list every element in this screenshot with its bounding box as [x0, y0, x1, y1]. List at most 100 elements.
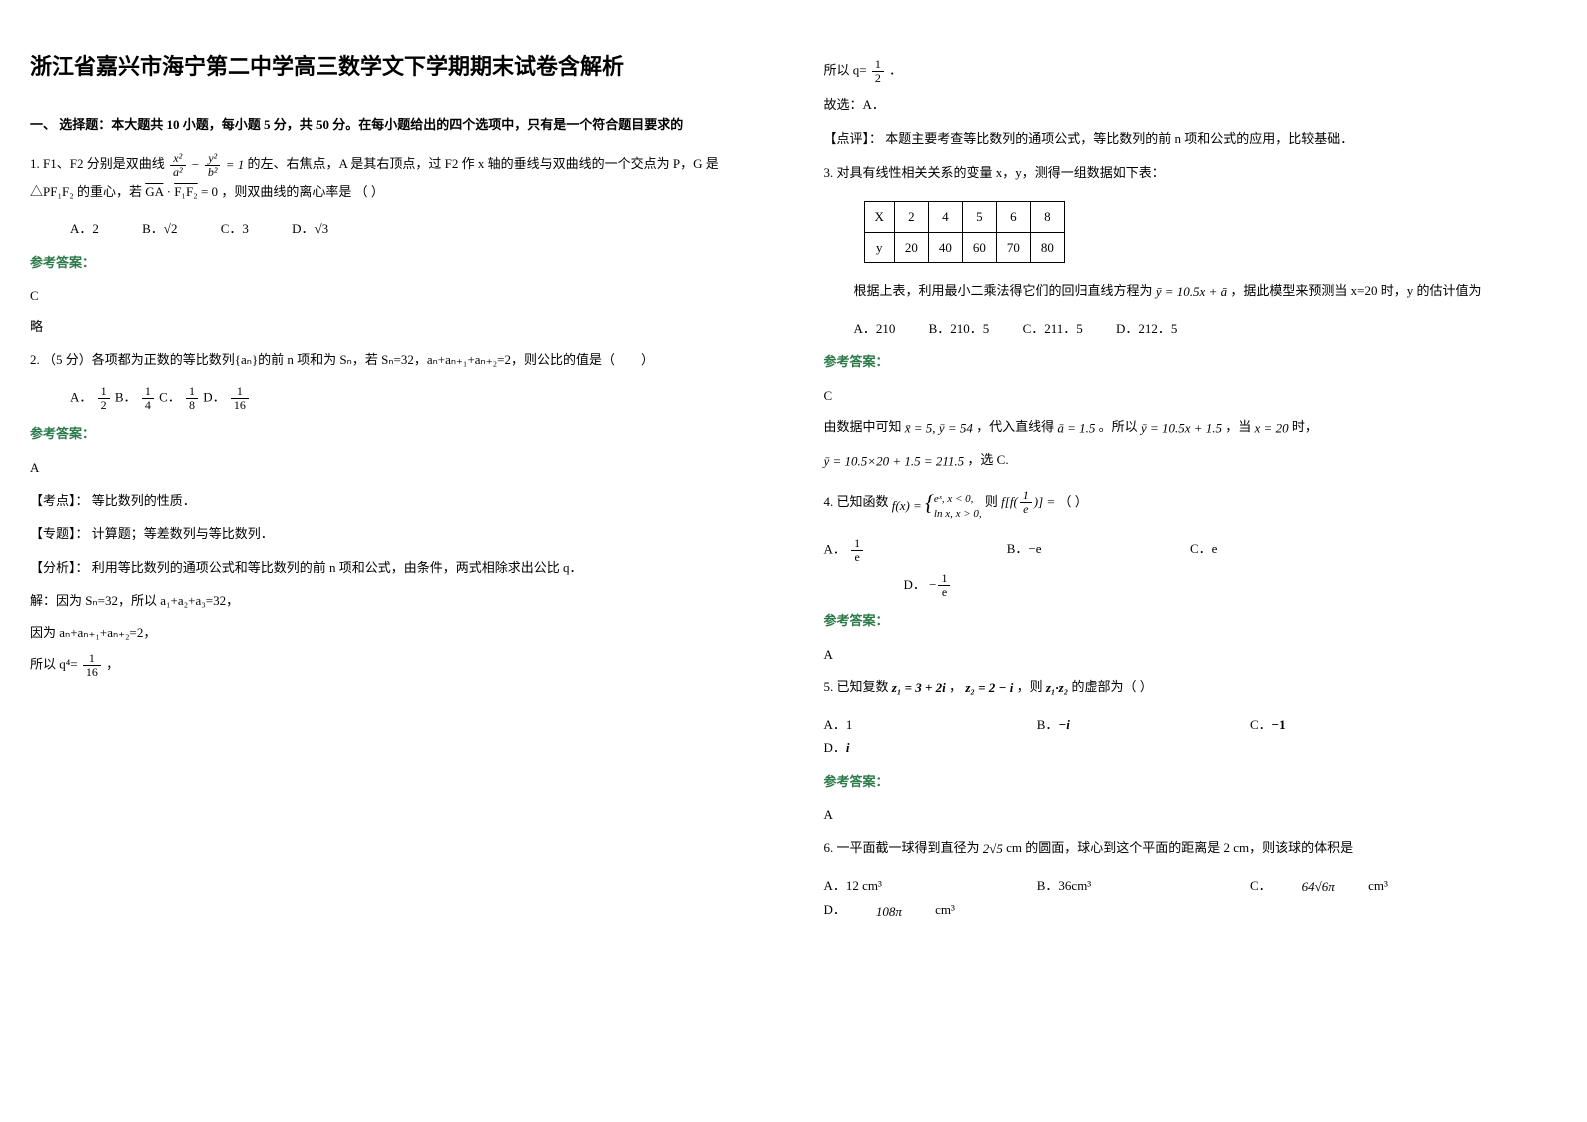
q2-sol2: 因为 aₙ+aₙ₊₁+aₙ₊₂=2， — [30, 621, 764, 644]
q1-formula-ellipse: x²a² − y²b² = 1 — [168, 157, 248, 172]
q5-z2: z₂ = 2 − i — [965, 680, 1013, 695]
q4-options-row2: D． −1e — [904, 572, 1558, 599]
q4-opt-c: C．e — [1190, 537, 1370, 560]
q2-dianping: 【点评】： 本题主要考查等比数列的通项公式，等比数列的前 n 项和公式的应用，比… — [824, 127, 1558, 150]
table-cell: 60 — [962, 232, 996, 262]
q6-options: A．12 cm³ B．36cm³ C．64√6π cm³ D．108π cm³ — [824, 874, 1558, 923]
q2-opt-a-label: A． — [70, 389, 92, 404]
question-5: 5. 已知复数 z₁ = 3 + 2i ， z₂ = 2 − i ，则 z₁·z… — [824, 674, 1558, 701]
table-cell: 4 — [928, 202, 962, 232]
q3-answer: C — [824, 384, 1558, 407]
q4-piecewise: f(x) = {eˣ, x < 0,ln x, x > 0, — [892, 498, 985, 513]
table-cell: 40 — [928, 232, 962, 262]
q6-opt-b: B．36cm³ — [1037, 874, 1217, 897]
q2-opt-a-frac: 12 — [98, 385, 110, 412]
table-cell: y — [864, 232, 894, 262]
q1-triangle: △PF₁F₂ — [30, 184, 74, 199]
q2-opt-d-label: D． — [203, 389, 225, 404]
q1-options: A．2 B．√2 C．3 D．√3 — [70, 217, 764, 240]
section-1-header: 一、 选择题：本大题共 10 小题，每小题 5 分，共 50 分。在每小题给出的… — [30, 113, 764, 136]
q6-diameter: 2√5 — [983, 841, 1003, 856]
q2-options: A． 12 B． 14 C． 18 D． 116 — [70, 385, 764, 412]
table-cell: 70 — [996, 232, 1030, 262]
q2-guxuan: 故选：A． — [824, 93, 1558, 116]
q2-opt-b-frac: 14 — [142, 385, 154, 412]
table-cell: 80 — [1030, 232, 1064, 262]
q2-sol3: 所以 q⁴= 116 ， — [30, 652, 764, 679]
q5-opt-c: C．−1 — [1250, 713, 1430, 736]
table-cell: X — [864, 202, 894, 232]
table-row: X 2 4 5 6 8 — [864, 202, 1064, 232]
q5-opt-a: A．1 — [824, 713, 1004, 736]
question-4: 4. 已知函数 f(x) = {eˣ, x < 0,ln x, x > 0, 则… — [824, 481, 1558, 525]
q6-opt-d: D．108π cm³ — [824, 898, 1004, 923]
q2-opt-d-frac: 116 — [231, 385, 249, 412]
table-cell: 6 — [996, 202, 1030, 232]
q2-opt-c-frac: 18 — [186, 385, 198, 412]
q6-opt-c: C．64√6π cm³ — [1250, 874, 1430, 899]
q2-opt-c-label: C． — [159, 389, 181, 404]
table-cell: 20 — [894, 232, 928, 262]
q3-answer-label: 参考答案： — [824, 350, 1558, 373]
q5-answer: A — [824, 803, 1558, 826]
q5-options: A．1 B．−i C．−1 D．i — [824, 713, 1558, 760]
q1-note: 略 — [30, 315, 764, 338]
question-1: 1. F1、F2 分别是双曲线 x²a² − y²b² = 1 的左、右焦点，A… — [30, 151, 764, 205]
q1-text-mid: 的左、右焦点，A 是其右顶点，过 F2 作 x 轴的垂线与双曲线的一个交点为 P… — [248, 156, 719, 171]
q2-kaodian: 【考点】： 等比数列的性质． — [30, 489, 764, 512]
q1-text-end: ，则双曲线的离心率是 （ ） — [221, 184, 384, 199]
question-6: 6. 一平面截一球得到直径为 2√5 cm 的圆面，球心到这个平面的距离是 2 … — [824, 835, 1558, 862]
table-cell: 5 — [962, 202, 996, 232]
q4-opt-b: B．−e — [1007, 537, 1187, 560]
q1-opt-b: B．√2 — [142, 221, 177, 236]
q5-answer-label: 参考答案： — [824, 770, 1558, 793]
q1-vec-ga: GA — [145, 184, 163, 199]
q1-opt-d: D．√3 — [292, 221, 328, 236]
paper-title: 浙江省嘉兴市海宁第二中学高三数学文下学期期末试卷含解析 — [30, 50, 764, 83]
q3-opt-d: D．212．5 — [1116, 321, 1177, 336]
q4-options-row1: A． 1e B．−e C．e — [824, 537, 1558, 564]
right-column: 所以 q= 12 ． 故选：A． 【点评】： 本题主要考查等比数列的通项公式，等… — [824, 50, 1558, 931]
q2-opt-b-label: B． — [115, 389, 137, 404]
q1-dot: · — [167, 184, 171, 199]
q4-opt-d: D． −1e — [904, 577, 953, 592]
q2-sol1: 解：因为 Sₙ=32，所以 a₁+a₂+a₃=32， — [30, 589, 764, 612]
q3-options: A．210 B．210．5 C．211．5 D．212．5 — [854, 317, 1558, 340]
q1-answer: C — [30, 284, 764, 307]
q3-sol1: 由数据中可知 x̄ = 5, ȳ = 54 ，代入直线得 ā = 1.5 。所以… — [824, 415, 1558, 440]
q1-eq0: = 0 — [201, 184, 218, 199]
q1-answer-label: 参考答案： — [30, 251, 764, 274]
q5-opt-d: D．i — [824, 736, 1004, 759]
q3-regression-formula: ȳ = 10.5x + ā — [1156, 284, 1227, 299]
q3-data-table: X 2 4 5 6 8 y 20 40 60 70 80 — [864, 201, 1065, 263]
q2-answer: A — [30, 456, 764, 479]
q1-vec-f1f2: F₁F₂ — [174, 184, 198, 199]
q3-sol2: ȳ = 10.5×20 + 1.5 = 211.5 ，选 C. — [824, 448, 1558, 473]
q1-opt-c: C．3 — [221, 221, 249, 236]
q3-opt-a: A．210 — [854, 321, 896, 336]
q1-opt-a: A．2 — [70, 221, 99, 236]
q5-z1z2: z₁·z₂ — [1046, 680, 1068, 695]
q4-answer: A — [824, 643, 1558, 666]
table-row: y 20 40 60 70 80 — [864, 232, 1064, 262]
q4-answer-label: 参考答案： — [824, 609, 1558, 632]
q3-opt-b: B．210．5 — [929, 321, 990, 336]
q2-fenxi: 【分析】： 利用等比数列的通项公式和等比数列的前 n 项和公式，由条件，两式相除… — [30, 556, 764, 579]
q1-text-mid2: 的重心，若 — [77, 184, 145, 199]
q1-text: 1. F1、F2 分别是双曲线 — [30, 156, 168, 171]
q5-opt-b: B．−i — [1037, 713, 1217, 736]
q5-z1: z₁ = 3 + 2i — [892, 680, 946, 695]
q4-query: f[f(1e)] = — [1001, 494, 1055, 509]
q4-opt-a: A． 1e — [824, 537, 1004, 564]
q6-opt-a: A．12 cm³ — [824, 874, 1004, 897]
q2-answer-label: 参考答案： — [30, 422, 764, 445]
question-3: 3. 对具有线性相关关系的变量 x，y，测得一组数据如下表： — [824, 160, 1558, 186]
q3-opt-c: C．211．5 — [1023, 321, 1083, 336]
q3-text2: 根据上表，利用最小二乘法得它们的回归直线方程为 ȳ = 10.5x + ā ，据… — [854, 278, 1558, 305]
q2-sol4: 所以 q= 12 ． — [824, 58, 1558, 85]
question-2: 2. （5 分）各项都为正数的等比数列{aₙ}的前 n 项和为 Sₙ，若 Sₙ=… — [30, 347, 764, 373]
q2-zhuanti: 【专题】： 计算题；等差数列与等比数列． — [30, 522, 764, 545]
table-cell: 8 — [1030, 202, 1064, 232]
table-cell: 2 — [894, 202, 928, 232]
left-column: 浙江省嘉兴市海宁第二中学高三数学文下学期期末试卷含解析 一、 选择题：本大题共 … — [30, 50, 764, 931]
